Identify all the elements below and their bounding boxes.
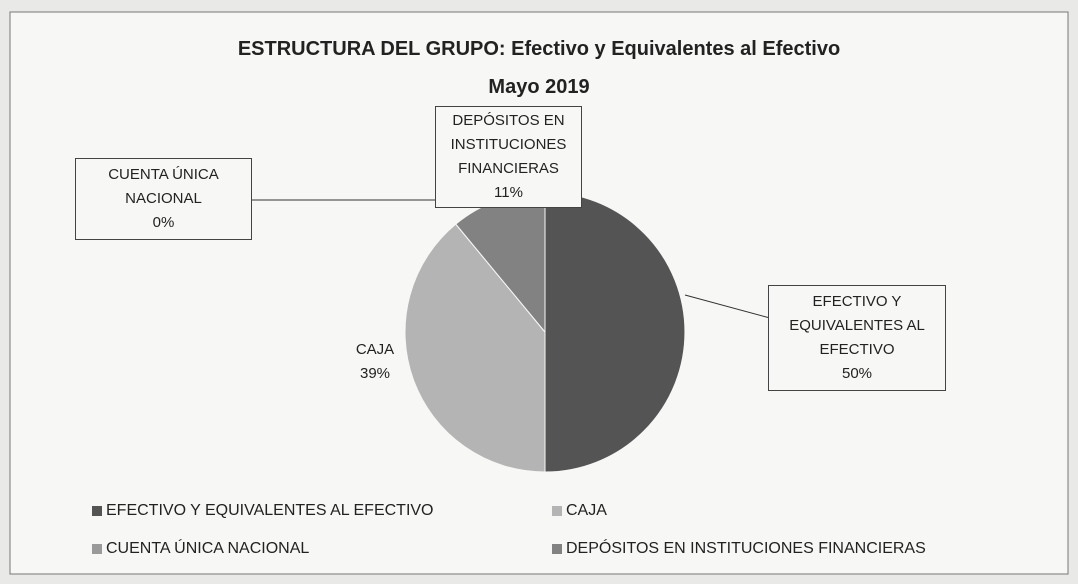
data-label: CAJA 39% [345,338,405,386]
data-label-value: 11% [494,184,523,201]
chart-title: ESTRUCTURA DEL GRUPO: Efectivo y Equival… [237,38,841,60]
legend-swatch [92,544,102,554]
data-label-category: EFECTIVO Y EQUIVALENTES AL EFECTIVO [789,293,925,358]
legend-label: EFECTIVO Y EQUIVALENTES AL EFECTIVO [106,502,434,519]
legend-item: CAJA [552,502,607,520]
leader-line [684,294,771,319]
pie-slice [544,191,686,473]
data-label-value: 39% [359,365,391,382]
data-label-value: 0% [152,214,175,231]
pie-slice [404,223,546,473]
data-label-value: 50% [841,365,873,382]
legend-swatch [552,544,562,554]
data-label: EFECTIVO Y EQUIVALENTES AL EFECTIVO 50% [768,285,946,391]
legend-item: EFECTIVO Y EQUIVALENTES AL EFECTIVO [92,502,434,520]
data-label-category: CAJA [355,341,395,358]
legend-label: CUENTA ÚNICA NACIONAL [106,540,310,557]
data-label-category: DEPÓSITOS EN INSTITUCIONES FINANCIERAS [450,112,567,177]
legend-label: DEPÓSITOS EN INSTITUCIONES FINANCIERAS [566,540,926,557]
data-label: DEPÓSITOS EN INSTITUCIONES FINANCIERAS 11… [435,106,582,208]
legend-item: CUENTA ÚNICA NACIONAL [92,540,309,558]
legend-swatch [92,506,102,516]
data-label: CUENTA ÚNICA NACIONAL 0% [75,158,252,240]
legend-item: DEPÓSITOS EN INSTITUCIONES FINANCIERAS [552,540,926,558]
data-label-category: CUENTA ÚNICA NACIONAL [108,166,219,207]
chart-subtitle: Mayo 2019 [488,76,590,98]
legend-label: CAJA [566,502,607,519]
legend-swatch [552,506,562,516]
pie [404,191,686,473]
